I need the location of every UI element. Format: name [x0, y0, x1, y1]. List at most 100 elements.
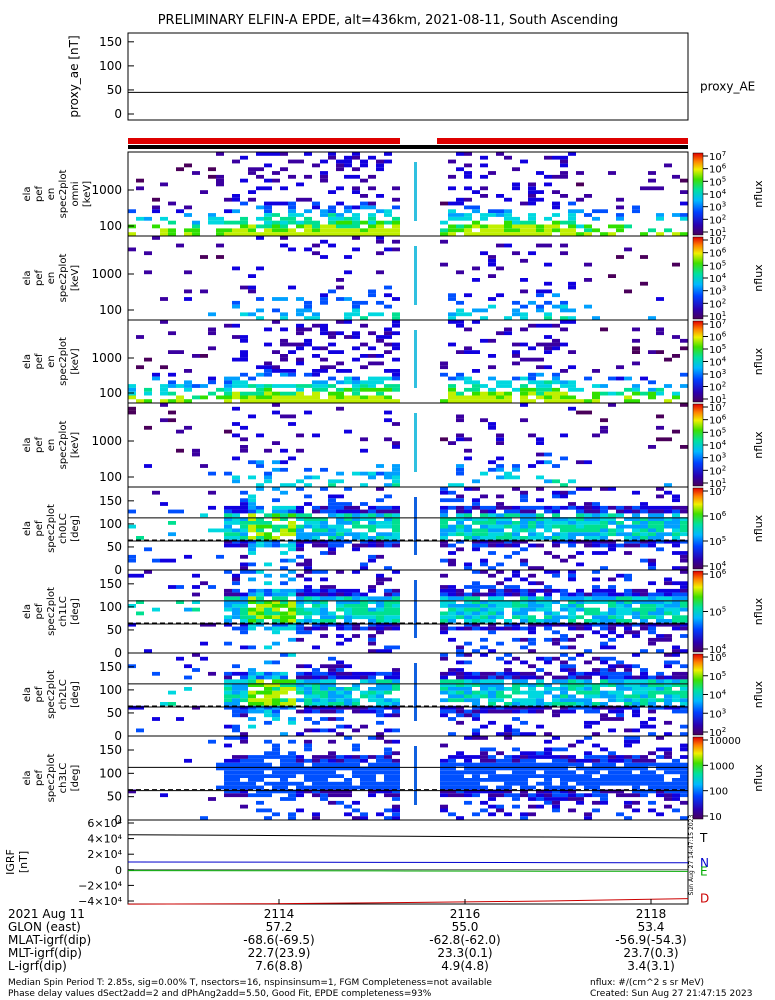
heatmap-cell: [448, 391, 456, 396]
heatmap-cell: [384, 781, 392, 786]
heatmap-cell: [520, 201, 528, 206]
heatmap-cell: [568, 479, 576, 484]
heatmap-cell: [552, 675, 560, 680]
colorbar-tick-exponent: 7: [722, 485, 726, 493]
heatmap-cell: [584, 758, 592, 763]
heatmap-cell: [256, 755, 264, 759]
heatmap-cell: [544, 622, 552, 627]
heatmap-cell: [288, 797, 296, 801]
heatmap-cell: [488, 297, 496, 301]
heatmap-cell: [288, 781, 296, 786]
heatmap-cell: [552, 201, 560, 206]
heatmap-cell: [528, 387, 536, 392]
heatmap-cell: [328, 611, 336, 616]
heatmap-cell: [480, 505, 488, 510]
heatmap-cell: [536, 289, 544, 294]
heatmap-cell: [288, 456, 296, 461]
heatmap-cell: [368, 380, 376, 385]
heatmap-cell: [528, 758, 536, 763]
colorbar-tick-label: 104: [709, 689, 727, 702]
heatmap-cell: [568, 615, 576, 620]
heatmap-cell: [488, 766, 496, 771]
heatmap-cell: [272, 600, 280, 604]
heatmap-cell: [248, 224, 256, 229]
heatmap-cell: [296, 528, 304, 533]
heatmap-cell: [384, 615, 392, 620]
heatmap-cell: [512, 464, 520, 468]
heatmap-cell: [312, 619, 320, 623]
heatmap-cell: [608, 774, 616, 778]
heatmap-cell: [296, 793, 304, 798]
heatmap-cell: [624, 596, 632, 601]
heatmap-cell: [496, 464, 504, 468]
heatmap-cell: [352, 376, 360, 381]
heatmap-cell: [232, 357, 240, 362]
heatmap-cell: [448, 778, 456, 782]
heatmap-cell: [256, 483, 264, 487]
heatmap-cell: [312, 683, 320, 687]
heatmap-cell: [304, 702, 312, 706]
heatmap-cell: [272, 588, 280, 593]
heatmap-cell: [488, 649, 496, 653]
heatmap-cell: [504, 216, 512, 221]
heatmap-cell: [152, 197, 160, 202]
heatmap-cell: [560, 384, 568, 388]
heatmap-ylabel-word: ela: [22, 687, 33, 702]
heatmap-cell: [368, 615, 376, 620]
heatmap-cell: [632, 793, 640, 798]
heatmap-cell: [360, 816, 368, 820]
heatmap-cell: [568, 793, 576, 798]
heatmap-cell: [216, 232, 224, 236]
heatmap-cell: [440, 622, 448, 627]
heatmap-cell: [584, 816, 592, 820]
heatmap-cell: [504, 778, 512, 782]
heatmap-cell: [672, 607, 680, 612]
colorbar-tick-label: 103: [709, 707, 726, 720]
heatmap-cell: [352, 524, 360, 529]
heatmap-cell: [520, 547, 528, 552]
heatmap-cell: [240, 524, 248, 529]
heatmap-cell: [600, 774, 608, 778]
heatmap-cell: [384, 483, 392, 487]
heatmap-cell: [136, 399, 144, 403]
heatmap-cell: [680, 539, 688, 544]
heatmap-cell: [456, 596, 464, 601]
heatmap-cell: [496, 513, 504, 518]
heatmap-cell: [464, 709, 472, 714]
heatmap-cell: [288, 247, 296, 252]
heatmap-cell: [376, 224, 384, 229]
heatmap-cell: [504, 513, 512, 518]
heatmap-cell: [648, 380, 656, 385]
heatmap-cell: [520, 698, 528, 703]
heatmap-cell: [568, 683, 576, 687]
heatmap-cell: [256, 509, 264, 514]
heatmap-cell: [512, 224, 520, 229]
heatmap-cell: [376, 464, 384, 468]
heatmap-cell: [384, 816, 392, 820]
heatmap-ylabel-word: spec2plot: [46, 504, 57, 553]
heatmap-cell: [296, 573, 304, 578]
heatmap-cell: [336, 320, 344, 324]
heatmap-cell: [280, 619, 288, 623]
proxy-ae-tick-label: 0: [114, 107, 122, 121]
colorbar-tick-exponent: 6: [722, 414, 727, 422]
heatmap-cell: [312, 543, 320, 548]
heatmap-cell: [536, 698, 544, 703]
heatmap-cell: [648, 391, 656, 396]
colorbar-tick-label: 107: [709, 318, 726, 331]
heatmap-cell: [560, 645, 568, 650]
heatmap-cell: [184, 687, 192, 691]
heatmap-cell: [280, 220, 288, 225]
heatmap-cell: [448, 717, 456, 721]
heatmap-cell: [464, 528, 472, 533]
heatmap-cell: [336, 724, 344, 729]
heatmap-cell: [392, 517, 400, 521]
heatmap-cell: [352, 517, 360, 521]
heatmap-cell: [440, 539, 448, 544]
heatmap-cell: [440, 675, 448, 680]
heatmap-cell: [512, 505, 520, 510]
heatmap-cell: [256, 619, 264, 623]
heatmap-cell: [568, 213, 576, 217]
heatmap-cell: [224, 619, 232, 623]
heatmap-cell: [304, 789, 312, 794]
